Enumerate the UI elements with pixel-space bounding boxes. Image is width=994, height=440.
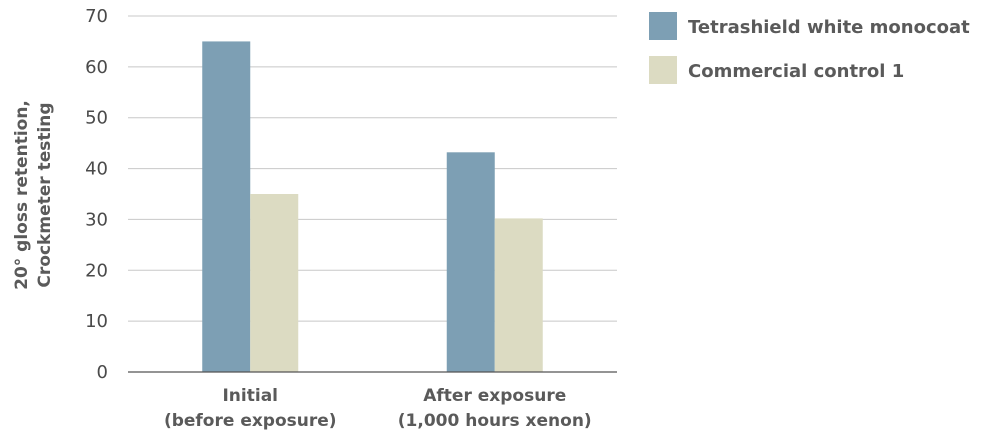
bars: [202, 41, 543, 373]
y-tick-label: 60: [85, 57, 108, 78]
y-tick-labels: 0 10 20 30 40 50 60 70: [85, 6, 108, 383]
category-label: Initial: [222, 386, 278, 406]
legend: Tetrashield white monocoat Commercial con…: [649, 12, 970, 84]
category-label: (before exposure): [164, 411, 337, 431]
y-tick-label: 30: [85, 209, 108, 230]
legend-swatch: [649, 56, 677, 84]
legend-swatch: [649, 12, 677, 40]
category-label: After exposure: [423, 386, 566, 406]
y-tick-label: 10: [85, 311, 108, 332]
gridlines: [128, 15, 617, 322]
y-tick-label: 40: [85, 159, 108, 180]
y-axis-title-line-1: 20° gloss retention,: [12, 100, 32, 290]
bar-series-1: [446, 152, 495, 372]
bar-series-2: [494, 218, 543, 372]
y-tick-label: 50: [85, 108, 108, 129]
y-tick-label: 0: [97, 362, 108, 383]
legend-label: Commercial control 1: [688, 61, 904, 82]
y-tick-label: 70: [85, 6, 108, 27]
bar-series-1: [202, 41, 251, 373]
category-label: (1,000 hours xenon): [398, 411, 592, 431]
y-tick-label: 20: [85, 260, 108, 281]
category-labels: Initial (before exposure) After exposure (1…: [164, 386, 592, 431]
y-axis-title-line-2: Crockmeter testing: [35, 102, 55, 287]
bar-series-2: [250, 194, 299, 372]
legend-label: Tetrashield white monocoat: [688, 17, 970, 38]
